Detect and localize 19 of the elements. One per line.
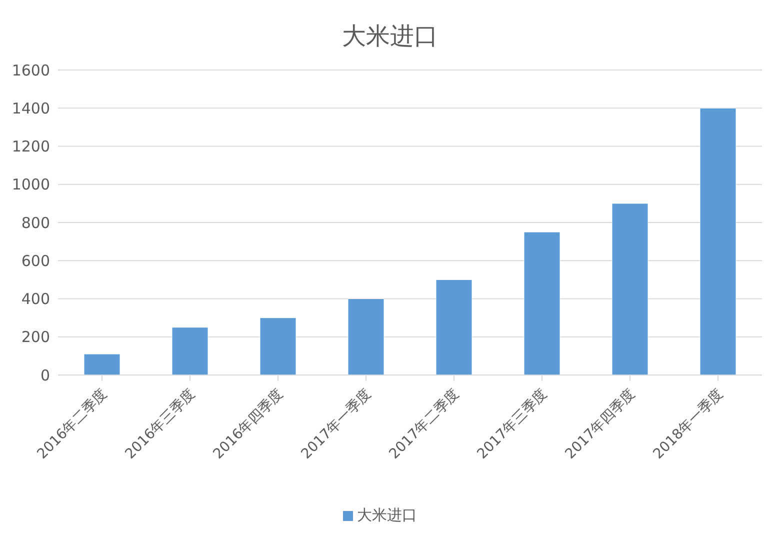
y-tick-label: 0 [40, 366, 50, 384]
legend-label: 大米进口 [357, 506, 417, 524]
y-tick-label: 200 [21, 328, 50, 346]
y-tick-label: 400 [21, 290, 50, 308]
y-tick-label: 800 [21, 214, 50, 232]
y-tick-label: 1000 [12, 176, 50, 194]
bar [172, 327, 208, 375]
chart-title: 大米进口 [341, 21, 439, 52]
bar [524, 232, 560, 375]
bar [260, 318, 296, 375]
bar [348, 298, 384, 375]
bar [700, 108, 736, 375]
bar [84, 354, 120, 375]
bar [612, 203, 648, 375]
y-tick-label: 600 [21, 252, 50, 270]
y-tick-label: 1400 [12, 99, 50, 118]
y-tick-label: 1600 [12, 61, 50, 80]
y-tick-label: 1200 [12, 138, 50, 156]
bar [436, 279, 472, 375]
